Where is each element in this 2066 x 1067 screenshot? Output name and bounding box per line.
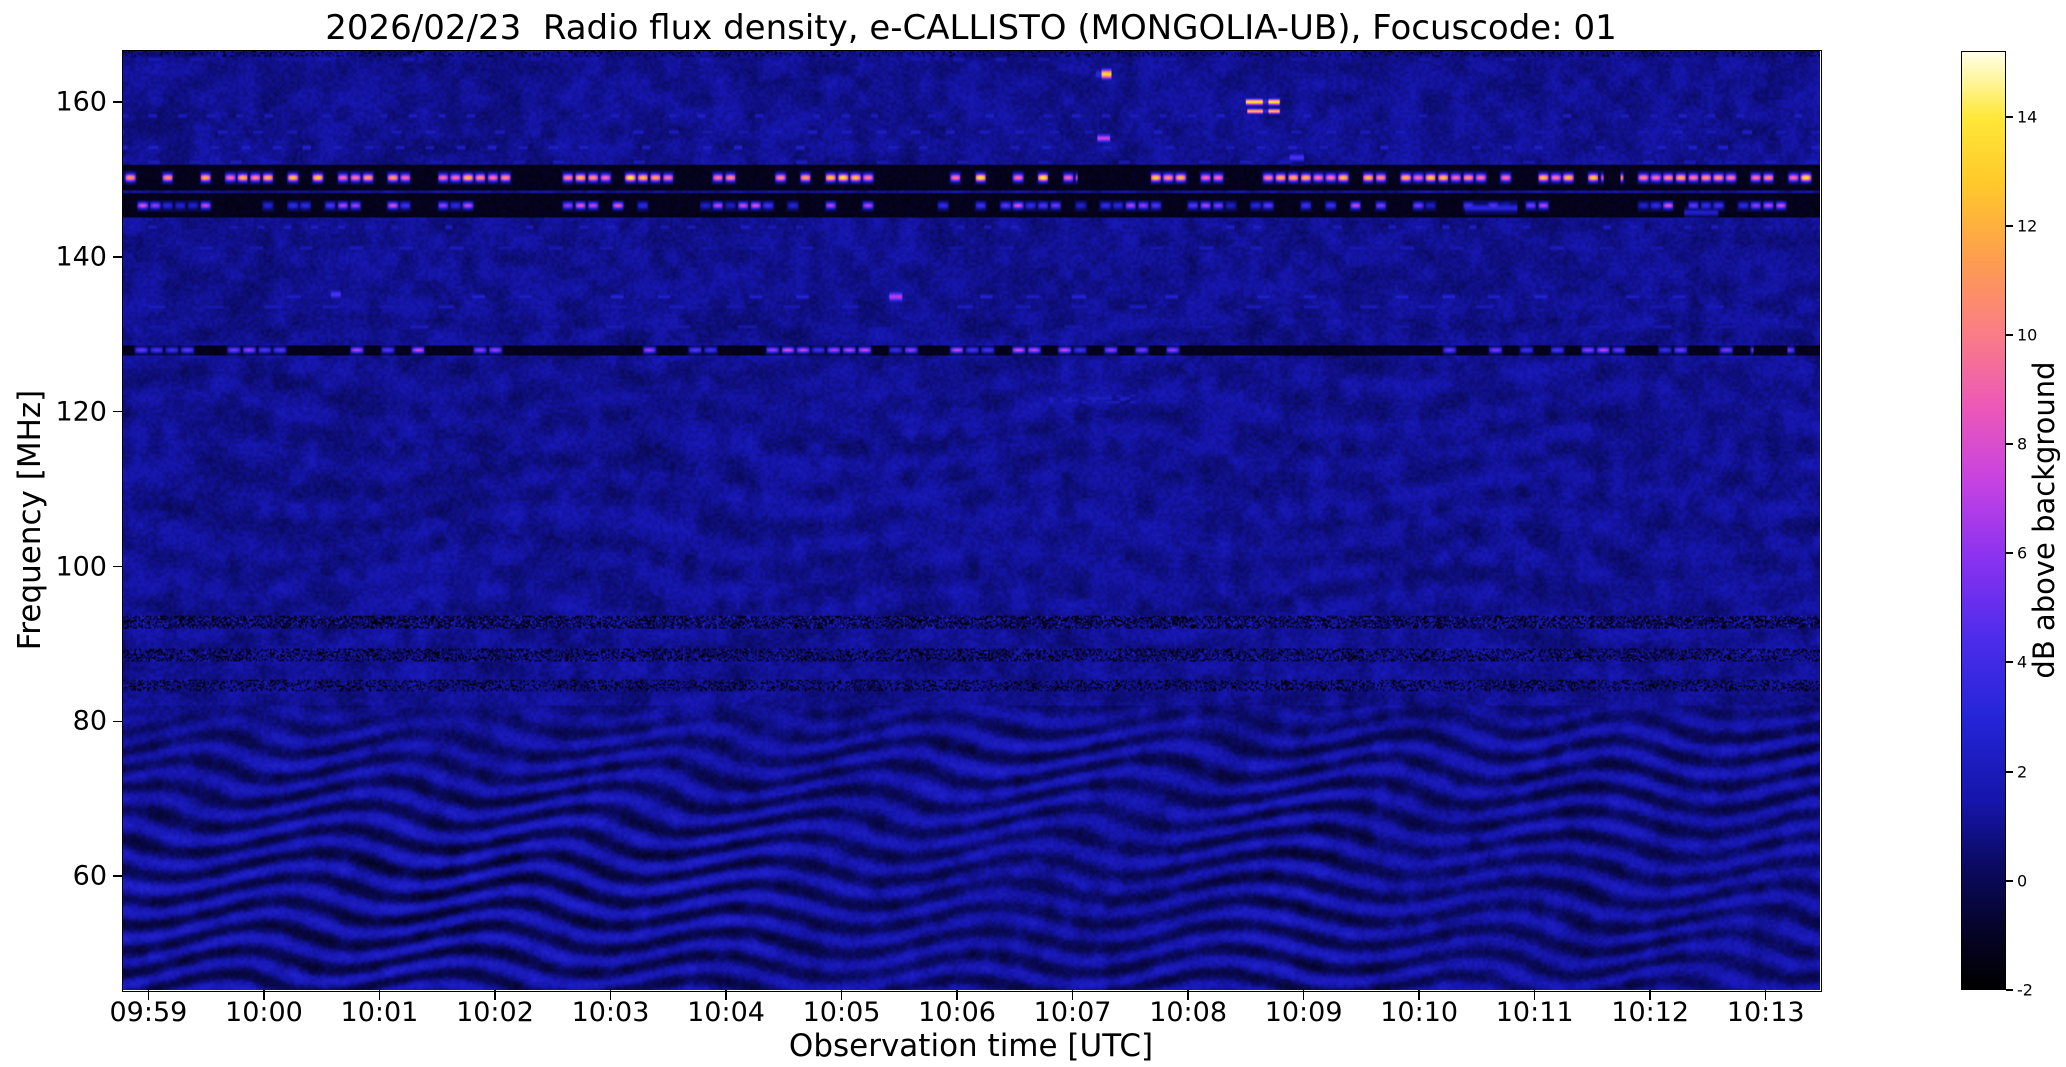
x-tick-label: 10:01 bbox=[340, 997, 419, 1028]
x-tick-mark bbox=[840, 990, 843, 1000]
colorbar-tick-mark bbox=[2006, 552, 2013, 555]
colorbar-tick-label: 12 bbox=[2017, 216, 2038, 236]
colorbar-tick-label: 4 bbox=[2017, 652, 2028, 672]
y-tick-label: 120 bbox=[55, 396, 107, 428]
colorbar-tick-label: -2 bbox=[2017, 980, 2033, 1000]
spectrogram-heatmap bbox=[123, 51, 1820, 990]
x-tick-mark bbox=[1418, 990, 1420, 1000]
x-tick-mark bbox=[494, 990, 496, 1000]
x-tick-mark bbox=[1187, 990, 1189, 1000]
colorbar-tick-mark bbox=[2006, 333, 2013, 336]
x-tick-mark bbox=[378, 990, 381, 1000]
x-tick-label: 10:12 bbox=[1611, 997, 1690, 1028]
y-tick-label: 80 bbox=[72, 705, 107, 737]
x-tick-label: 10:07 bbox=[1033, 997, 1112, 1028]
colorbar-tick-mark bbox=[2006, 224, 2013, 227]
y-tick-label: 140 bbox=[55, 241, 107, 273]
colorbar-tick-mark bbox=[2006, 443, 2013, 446]
y-tick-mark bbox=[113, 875, 123, 877]
x-tick-label: 10:02 bbox=[456, 997, 534, 1028]
x-tick-label: 10:09 bbox=[1264, 997, 1343, 1028]
colorbar-tick-label: 6 bbox=[2017, 543, 2028, 563]
colorbar-tick-label: 8 bbox=[2017, 434, 2028, 454]
colorbar bbox=[1961, 51, 2006, 990]
x-tick-mark bbox=[725, 990, 727, 1000]
x-tick-mark bbox=[263, 990, 265, 1000]
colorbar-label: dB above background bbox=[2027, 361, 2061, 679]
colorbar-tick-label: 0 bbox=[2017, 871, 2028, 891]
x-tick-mark bbox=[1764, 990, 1767, 1000]
colorbar-tick-label: 2 bbox=[2017, 762, 2028, 782]
x-tick-label: 09:59 bbox=[109, 997, 188, 1028]
y-tick-mark bbox=[113, 410, 123, 413]
x-tick-label: 10:03 bbox=[571, 997, 650, 1028]
x-tick-label: 10:04 bbox=[687, 997, 765, 1028]
x-tick-mark bbox=[609, 990, 612, 1000]
x-tick-mark bbox=[1302, 990, 1305, 1000]
x-tick-mark bbox=[1649, 990, 1651, 1000]
x-tick-mark bbox=[956, 990, 958, 1000]
x-tick-label: 10:10 bbox=[1380, 997, 1459, 1028]
y-tick-mark bbox=[113, 720, 123, 723]
colorbar-tick-mark bbox=[2006, 770, 2013, 773]
y-tick-label: 60 bbox=[72, 860, 107, 892]
y-tick-label: 160 bbox=[55, 86, 107, 118]
colorbar-tick-mark bbox=[2006, 989, 2013, 991]
x-axis-label: Observation time [UTC] bbox=[788, 1028, 1154, 1064]
colorbar-tick-mark bbox=[2006, 879, 2013, 882]
x-tick-label: 10:00 bbox=[225, 997, 303, 1028]
colorbar-tick-mark bbox=[2006, 115, 2013, 118]
x-tick-label: 10:11 bbox=[1495, 997, 1574, 1028]
x-tick-mark bbox=[1533, 990, 1536, 1000]
x-tick-label: 10:08 bbox=[1149, 997, 1227, 1028]
x-tick-mark bbox=[1071, 990, 1074, 1000]
colorbar-tick-label: 14 bbox=[2017, 107, 2038, 126]
x-tick-label: 10:06 bbox=[918, 997, 996, 1028]
y-axis-label: Frequency [MHz] bbox=[12, 389, 48, 651]
colorbar-tick-mark bbox=[2006, 661, 2013, 664]
y-tick-mark bbox=[113, 101, 123, 103]
x-tick-label: 10:05 bbox=[802, 997, 881, 1028]
chart-title: 2026/02/23 Radio flux density, e-CALLIST… bbox=[325, 8, 1617, 48]
x-tick-label: 10:13 bbox=[1726, 997, 1805, 1028]
y-tick-label: 100 bbox=[55, 551, 107, 583]
colorbar-tick-label: 10 bbox=[2017, 325, 2038, 345]
x-tick-mark bbox=[147, 990, 150, 1000]
y-tick-mark bbox=[113, 256, 123, 258]
y-tick-mark bbox=[113, 565, 123, 568]
